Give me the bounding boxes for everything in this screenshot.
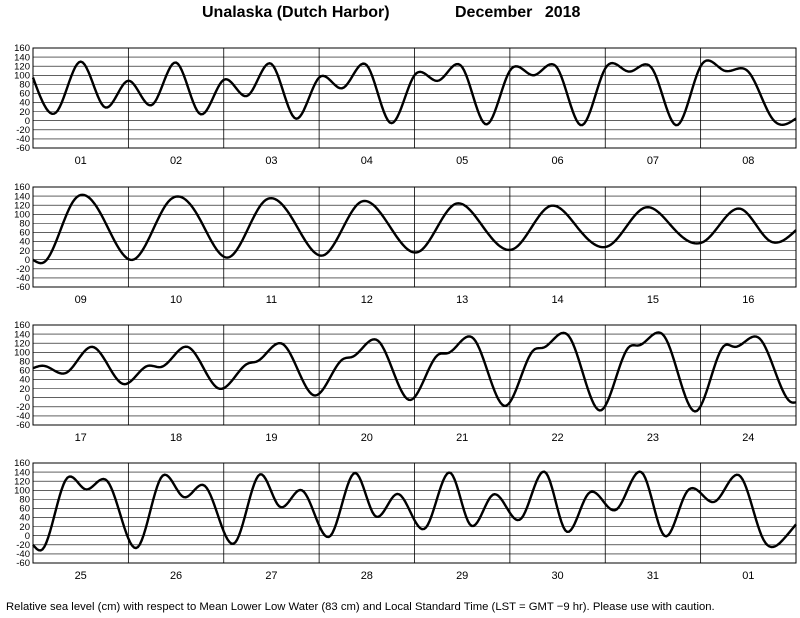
y-tick-label: -60	[16, 282, 30, 293]
y-tick-label: 120	[14, 61, 30, 72]
y-tick-label: 0	[25, 116, 30, 127]
y-tick-label: 140	[14, 191, 30, 202]
y-tick-label: 60	[19, 89, 30, 100]
y-tick-label: 140	[14, 329, 30, 340]
y-tick-label: -40	[16, 411, 30, 422]
day-label: 30	[551, 570, 563, 582]
chart-title-location: Unalaska (Dutch Harbor)	[202, 4, 390, 21]
day-label: 05	[456, 155, 468, 167]
y-tick-label: 120	[14, 338, 30, 349]
y-tick-label: 20	[19, 384, 30, 395]
panel-frame	[32, 47, 797, 149]
day-label: 01	[742, 570, 754, 582]
day-label: 17	[75, 432, 87, 444]
y-tick-label: -20	[16, 264, 30, 275]
day-label: 27	[265, 570, 277, 582]
y-tick-label: 160	[14, 320, 30, 331]
y-tick-label: -60	[16, 420, 30, 431]
y-tick-label: 100	[14, 485, 30, 496]
y-tick-label: 40	[19, 98, 30, 109]
y-tick-label: 0	[25, 255, 30, 266]
panel-frame	[32, 186, 797, 288]
y-tick-label: 60	[19, 504, 30, 515]
y-tick-label: 40	[19, 237, 30, 248]
day-label: 04	[361, 155, 373, 167]
y-tick-label: -60	[16, 143, 30, 154]
day-label: 29	[456, 570, 468, 582]
day-label: 24	[742, 432, 754, 444]
day-label: 26	[170, 570, 182, 582]
day-label: 12	[361, 294, 373, 306]
y-tick-label: 120	[14, 200, 30, 211]
y-tick-label: 80	[19, 80, 30, 91]
y-tick-label: 160	[14, 182, 30, 193]
y-tick-label: 100	[14, 70, 30, 81]
y-tick-label: 140	[14, 52, 30, 63]
y-tick-label: -40	[16, 273, 30, 284]
y-tick-label: -40	[16, 549, 30, 560]
day-label: 01	[75, 155, 87, 167]
day-label: 25	[75, 570, 87, 582]
day-label: 21	[456, 432, 468, 444]
y-tick-label: -40	[16, 134, 30, 145]
day-label: 06	[551, 155, 563, 167]
panel-frame	[32, 462, 797, 564]
y-tick-label: 0	[25, 531, 30, 542]
y-tick-label: 160	[14, 458, 30, 469]
tide-curve	[31, 59, 797, 127]
panel-frame	[32, 324, 797, 426]
day-label: 07	[647, 155, 659, 167]
y-tick-label: 20	[19, 522, 30, 533]
day-label: 23	[647, 432, 659, 444]
day-label: 11	[266, 294, 277, 306]
day-label: 22	[551, 432, 563, 444]
y-tick-label: 40	[19, 375, 30, 386]
day-label: 19	[265, 432, 277, 444]
day-label: 15	[647, 294, 659, 306]
day-label: 08	[742, 155, 754, 167]
day-label: 20	[361, 432, 373, 444]
y-tick-label: 0	[25, 393, 30, 404]
chart-caption: Relative sea level (cm) with respect to …	[6, 601, 715, 613]
day-label: 31	[647, 570, 659, 582]
y-tick-label: -20	[16, 125, 30, 136]
y-tick-label: -60	[16, 558, 30, 569]
y-tick-label: 40	[19, 513, 30, 524]
day-label: 02	[170, 155, 182, 167]
chart-title-period: December 2018	[455, 4, 581, 21]
tide-curve	[32, 470, 797, 552]
day-label: 03	[265, 155, 277, 167]
y-tick-label: 60	[19, 366, 30, 377]
tide-curve	[32, 193, 797, 265]
day-label: 10	[170, 294, 182, 306]
tide-curve	[32, 331, 797, 413]
day-label: 09	[75, 294, 87, 306]
y-tick-label: 80	[19, 357, 30, 368]
day-label: 28	[361, 570, 373, 582]
y-tick-label: 100	[14, 347, 30, 358]
y-tick-label: 60	[19, 228, 30, 239]
y-tick-label: -20	[16, 402, 30, 413]
y-tick-label: -20	[16, 540, 30, 551]
y-tick-label: 120	[14, 476, 30, 487]
day-label: 14	[551, 294, 563, 306]
day-label: 13	[456, 294, 468, 306]
y-tick-label: 20	[19, 107, 30, 118]
y-tick-label: 80	[19, 219, 30, 230]
day-label: 18	[170, 432, 182, 444]
y-tick-label: 160	[14, 43, 30, 54]
y-tick-label: 80	[19, 495, 30, 506]
day-label: 16	[742, 294, 754, 306]
y-tick-label: 140	[14, 467, 30, 478]
y-tick-label: 20	[19, 246, 30, 257]
y-tick-label: 100	[14, 209, 30, 220]
